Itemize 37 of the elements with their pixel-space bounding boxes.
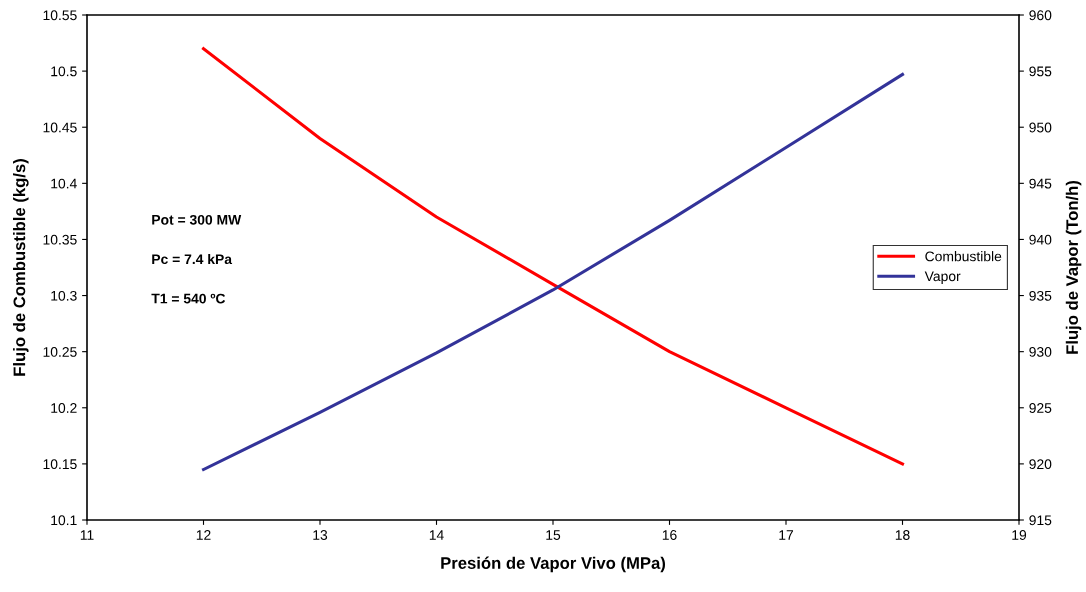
y-tick-label: 10.3 [51,290,77,301]
x-tick-label: 16 [662,530,677,540]
x-tick-label: 12 [196,530,211,540]
legend-label: Vapor [924,271,961,284]
legend-label: Combustible [925,251,1002,262]
x-tick-label: 15 [546,530,561,540]
y-tick-label: 10.15 [43,459,77,470]
x-tick-label: 17 [779,530,794,540]
y2-tick-label: 915 [1029,515,1052,526]
y-tick-label: 10.45 [43,122,77,133]
annotation: T1 = 540 ºC [151,293,226,304]
y2-tick-label: 925 [1029,403,1052,413]
y-tick-label: 10.5 [51,66,77,77]
x-tick-label: 19 [1012,530,1027,540]
annotation: Pot = 300 MW [152,214,242,225]
x-axis-title: Presión de Vapor Vivo (MPa) [441,556,666,573]
y2-tick-label: 955 [1029,66,1052,77]
x-tick-label: 11 [80,530,94,540]
y-tick-label: 10.4 [51,178,77,189]
y-tick-label: 10.35 [43,234,77,245]
annotation: Pc = 7.4 kPa [152,253,233,265]
y2-axis-title: Flujo de Vapor (Ton/h) [1065,180,1082,354]
y2-tick-label: 940 [1029,234,1052,245]
y-axis-title: Flujo de Combustible (kg/s) [13,159,29,376]
y-tick-label: 10.55 [43,10,77,21]
y-tick-label: 10.25 [43,347,77,357]
y2-tick-label: 935 [1029,290,1052,301]
x-tick-label: 14 [429,530,444,540]
y2-tick-label: 950 [1029,122,1052,133]
y-tick-label: 10.1 [51,515,77,526]
y-tick-label: 10.2 [51,403,77,413]
y2-tick-label: 960 [1029,10,1052,21]
y2-tick-label: 930 [1029,347,1052,357]
x-tick-label: 18 [895,530,910,540]
y2-tick-label: 945 [1029,178,1052,189]
y2-tick-label: 920 [1029,459,1052,470]
x-tick-label: 13 [313,530,328,540]
